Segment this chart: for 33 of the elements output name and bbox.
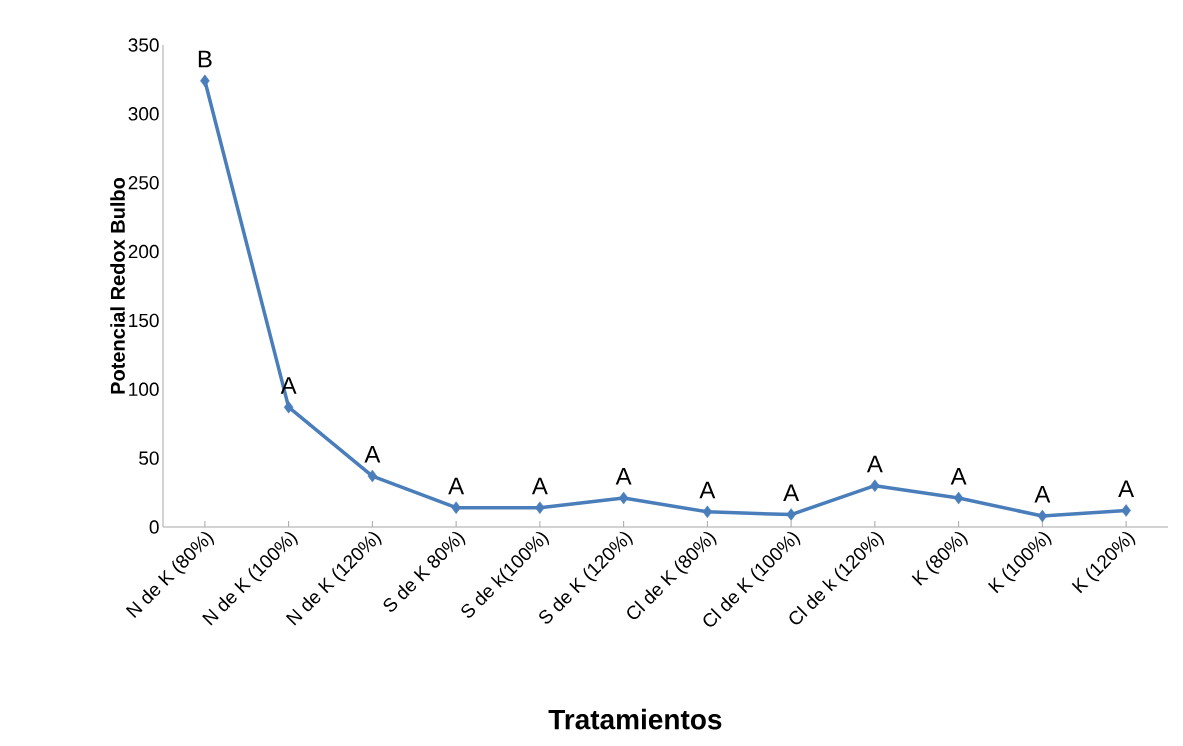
annotation: A	[531, 477, 548, 495]
point	[618, 491, 629, 505]
y-tick-label: 0	[149, 520, 159, 534]
point	[702, 505, 713, 519]
y-tick-label: 350	[128, 38, 159, 52]
point	[367, 469, 378, 483]
y-axis-title: Potencial Redox Bulbo	[110, 177, 125, 394]
annotation: A	[364, 445, 381, 463]
y-tick-label: 300	[128, 107, 159, 121]
y-tick-label: 200	[128, 244, 159, 259]
annotation: A	[783, 484, 800, 502]
point	[1037, 509, 1048, 523]
annotation: A	[950, 468, 967, 485]
point	[283, 400, 294, 414]
annotation: B	[198, 50, 212, 68]
annotation: A	[1034, 485, 1051, 503]
point	[953, 491, 964, 505]
x-axis-title: Tratamientos	[548, 708, 722, 730]
point	[535, 501, 545, 514]
y-tick-label: 50	[139, 451, 159, 465]
annotation: A	[699, 481, 716, 499]
y-tick-label: 100	[129, 382, 159, 397]
point	[870, 479, 880, 492]
y-tick-label: 250	[128, 175, 159, 190]
annotation: A	[866, 455, 883, 473]
y-tick-label: 150	[129, 313, 159, 328]
point	[200, 74, 210, 88]
point	[786, 508, 796, 521]
point	[451, 501, 461, 514]
point	[1121, 504, 1131, 517]
annotation: A	[615, 468, 632, 485]
annotation: A	[1118, 480, 1135, 497]
annotation: A	[448, 477, 465, 495]
